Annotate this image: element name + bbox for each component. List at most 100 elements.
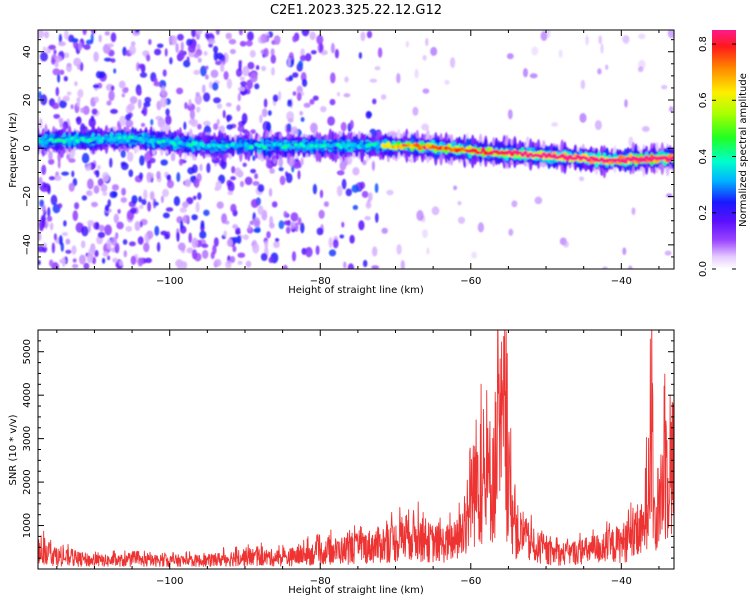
- x-tick-label: −60: [460, 276, 481, 287]
- heatmap-cell: [193, 69, 201, 75]
- heatmap-cell: [551, 122, 559, 127]
- heatmap-cell: [242, 234, 250, 241]
- heatmap-cell: [58, 33, 63, 44]
- heatmap-cell: [87, 220, 95, 226]
- heatmap-cell: [95, 169, 100, 178]
- heatmap-cell: [112, 191, 118, 198]
- heatmap-cell: [160, 159, 168, 166]
- heatmap-cell: [130, 207, 137, 214]
- heatmap-cell: [352, 205, 359, 210]
- heatmap-cell: [205, 65, 209, 70]
- heatmap-cell: [358, 52, 363, 59]
- heatmap-cell: [285, 226, 291, 234]
- heatmap-cell: [287, 156, 296, 167]
- heatmap-cell: [94, 96, 99, 103]
- heatmap-cell: [250, 168, 257, 174]
- heatmap-cell: [371, 246, 378, 257]
- heatmap-cell: [621, 35, 630, 43]
- heatmap-cell: [123, 250, 128, 258]
- heatmap-cell: [213, 258, 222, 267]
- heatmap-cell: [220, 62, 225, 73]
- heatmap-cell: [422, 88, 430, 94]
- heatmap-cell: [138, 196, 142, 203]
- heatmap-cell: [39, 118, 43, 129]
- heatmap-cell: [290, 212, 299, 222]
- heatmap-cell: [127, 151, 134, 162]
- heatmap-cell: [103, 57, 112, 62]
- heatmap-cell: [264, 240, 269, 249]
- heatmap-cell: [309, 31, 316, 41]
- heatmap-cell: [158, 79, 167, 89]
- heatmap-cell: [341, 221, 345, 228]
- heatmap-cell: [63, 52, 70, 59]
- heatmap-cell: [602, 266, 608, 269]
- heatmap-cell: [210, 69, 219, 78]
- heatmap-cell: [63, 76, 68, 82]
- heatmap-cell: [68, 158, 76, 163]
- heatmap-cell: [234, 167, 242, 177]
- heatmap-cell: [669, 106, 674, 113]
- heatmap-cell: [128, 241, 136, 247]
- heatmap-cell: [164, 233, 170, 240]
- heatmap-cell: [191, 30, 197, 38]
- heatmap-cell: [110, 108, 118, 114]
- heatmap-cell: [55, 86, 60, 97]
- y-tick-label: 4000: [22, 382, 33, 407]
- heatmap-cell: [121, 187, 126, 196]
- heatmap-cell: [225, 102, 232, 107]
- heatmap-cell: [42, 46, 46, 52]
- heatmap-cell: [182, 201, 189, 208]
- heatmap-cell: [285, 173, 293, 184]
- y-tick-label: 1000: [22, 513, 33, 538]
- spectrogram-heatmap: [38, 30, 674, 269]
- heatmap-cell: [83, 262, 90, 269]
- heatmap-cell: [176, 87, 184, 95]
- heatmap-cell: [300, 116, 305, 123]
- heatmap-cell: [59, 258, 66, 264]
- heatmap-cell: [298, 60, 304, 68]
- heatmap-cell: [85, 165, 91, 172]
- heatmap-cell: [86, 252, 93, 264]
- colorbar: 0.0 0.2 0.4 0.6 0.8 Normalized spectral ampl…: [698, 30, 749, 277]
- heatmap-cell: [349, 234, 355, 244]
- heatmap-cell: [41, 217, 46, 229]
- heatmap-cell: [111, 236, 118, 246]
- heatmap-cell: [118, 80, 126, 89]
- heatmap-cell: [325, 143, 331, 146]
- heatmap-cell: [81, 152, 90, 164]
- heatmap-cell: [301, 30, 310, 37]
- heatmap-cell: [223, 230, 228, 237]
- heatmap-cell: [201, 249, 209, 259]
- heatmap-cell: [236, 235, 242, 244]
- heatmap-cell: [522, 68, 529, 78]
- heatmap-cell: [38, 30, 45, 39]
- heatmap-cell: [215, 60, 222, 66]
- heatmap-cell: [194, 94, 203, 105]
- heatmap-cell: [237, 86, 246, 92]
- heatmap-cell: [508, 228, 514, 236]
- heatmap-cell: [343, 261, 347, 269]
- heatmap-cell: [339, 160, 347, 171]
- heatmap-cell: [162, 69, 167, 77]
- heatmap-cell: [80, 240, 86, 249]
- heatmap-cell: [98, 138, 104, 144]
- heatmap-cell: [235, 230, 241, 235]
- heatmap-cell: [197, 192, 202, 200]
- heatmap-cell: [47, 206, 51, 218]
- heatmap-cell: [188, 119, 196, 125]
- heatmap-cell: [146, 159, 152, 169]
- heatmap-cell: [125, 225, 133, 232]
- heatmap-cell: [115, 232, 119, 240]
- heatmap-cell: [169, 35, 177, 46]
- heatmap-cell: [116, 221, 124, 230]
- heatmap-cell: [179, 207, 188, 213]
- heatmap-cell: [273, 35, 281, 45]
- heatmap-cell: [193, 53, 200, 59]
- heatmap-cell: [73, 57, 82, 67]
- heatmap-cell: [141, 198, 147, 206]
- heatmap-cell: [195, 91, 200, 97]
- heatmap-cell: [166, 179, 174, 189]
- heatmap-cell: [187, 44, 196, 53]
- heatmap-cell: [87, 224, 91, 233]
- heatmap-cell: [180, 41, 184, 52]
